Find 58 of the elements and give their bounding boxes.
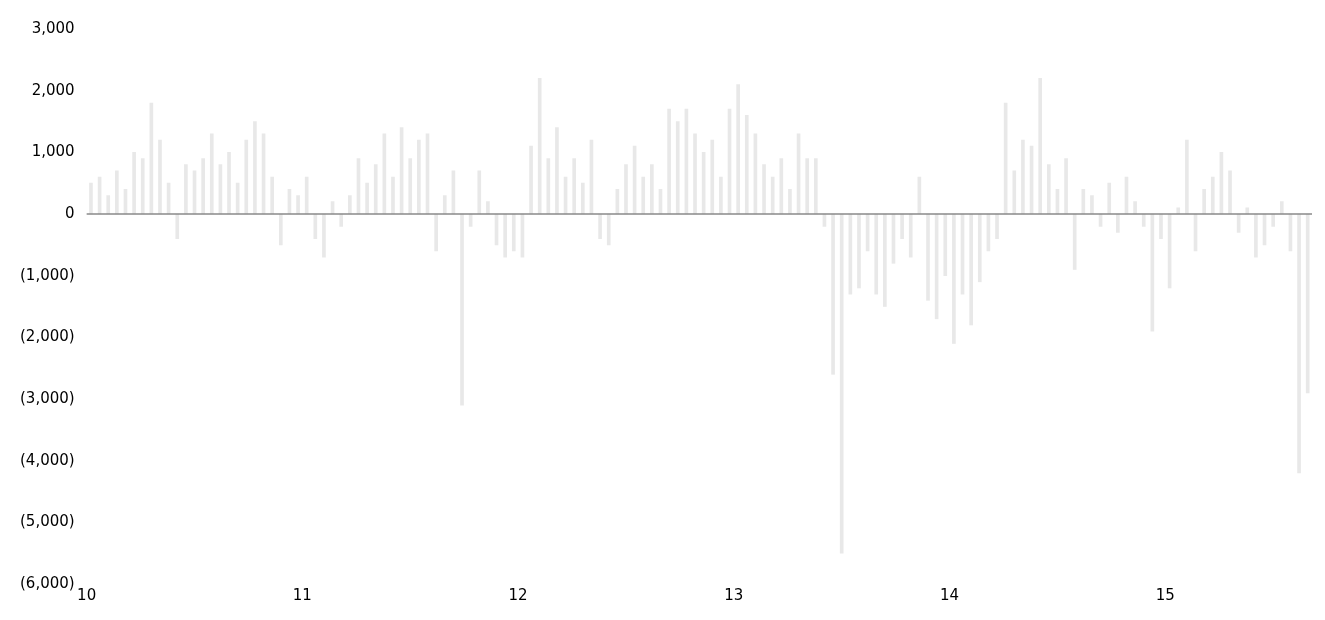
bar: [175, 213, 180, 239]
bar: [339, 213, 344, 227]
bar: [1279, 201, 1284, 215]
bar: [106, 195, 111, 215]
x-tick-label: 15: [1155, 585, 1175, 604]
x-tick-label: 11: [292, 585, 312, 604]
bar: [641, 176, 646, 215]
bar: [313, 213, 318, 239]
bar: [546, 158, 551, 215]
bar: [537, 78, 542, 215]
bar: [209, 133, 214, 215]
y-tick-label: (1,000): [19, 265, 75, 284]
bar: [270, 176, 275, 215]
y-tick-label: (2,000): [19, 327, 75, 346]
bar: [244, 139, 249, 215]
y-tick-label: 1,000: [31, 142, 75, 161]
bar: [442, 195, 447, 215]
bar: [140, 158, 145, 215]
bar: [943, 213, 948, 276]
x-tick-label: 13: [724, 585, 744, 604]
y-tick-label: (4,000): [19, 450, 75, 469]
y-tick-label: 3,000: [31, 18, 75, 37]
bar: [1210, 176, 1215, 215]
y-tick-label: 0: [65, 203, 75, 222]
bar: [1046, 164, 1051, 215]
bar: [373, 164, 378, 215]
bar: [278, 213, 283, 246]
bar: [1081, 189, 1086, 215]
bar: [770, 176, 775, 215]
bar: [874, 213, 879, 295]
bar: [839, 213, 844, 554]
bar: [1141, 213, 1146, 227]
x-tick-label: 14: [940, 585, 960, 604]
bar: [1038, 78, 1043, 215]
y-tick-label: (3,000): [19, 388, 75, 407]
bar: [1107, 182, 1112, 215]
bar: [606, 213, 611, 246]
bar: [744, 115, 749, 215]
bar: [779, 158, 784, 215]
bar: [813, 158, 818, 215]
bar: [908, 213, 913, 258]
bar: [805, 158, 810, 215]
bar: [477, 170, 482, 215]
y-tick-label: (5,000): [19, 512, 75, 531]
bar: [710, 139, 715, 215]
y-tick-label: 2,000: [31, 80, 75, 99]
x-tick-label: 10: [77, 585, 97, 604]
x-tick-label: 12: [508, 585, 528, 604]
bar: [572, 158, 577, 215]
bar: [1305, 213, 1310, 394]
bar: [511, 213, 516, 252]
bar: [304, 176, 309, 215]
y-tick-label: (6,000): [19, 573, 75, 592]
bar: [408, 158, 413, 215]
bar: [675, 121, 680, 215]
bar: [1012, 170, 1017, 215]
bar: [1072, 213, 1077, 270]
bar: [977, 213, 982, 283]
